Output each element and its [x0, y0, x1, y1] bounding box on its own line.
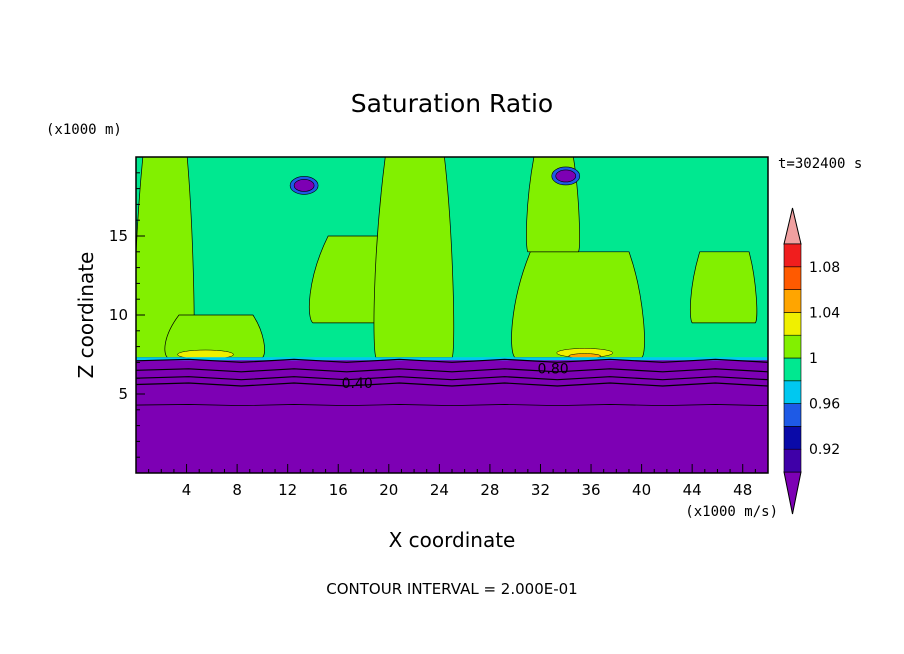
x-tick-label-44: 44 [683, 481, 702, 499]
heatmap-plot-area: 0.40 0.80 [136, 157, 768, 473]
colorbar-swatch-5 [783, 334, 802, 359]
x-tick-label-32: 32 [531, 481, 550, 499]
y-tick-label-15: 15 [109, 227, 128, 245]
colorbar-label-0: 0.92 [809, 442, 840, 458]
contour-interval-footer: CONTOUR INTERVAL = 2.000E-01 [326, 580, 577, 598]
colorbar-swatch-6 [783, 312, 802, 336]
moist-band-4 [511, 251, 645, 359]
dry-patch-0 [293, 179, 315, 192]
colorbar-label-3: 1.04 [809, 305, 840, 321]
contour-label-1: 0.80 [538, 362, 569, 378]
colorbar: 0.92 0.96 1 1.04 1.08 [783, 207, 840, 515]
contour-line-4 [136, 404, 768, 407]
x-tick-label-8: 8 [232, 481, 242, 499]
colorbar-under-arrow [783, 471, 802, 515]
y-tick-label-10: 10 [109, 306, 128, 324]
colorbar-swatch-1 [783, 426, 802, 450]
colorbar-swatch-4 [783, 357, 802, 382]
x-tick-label-28: 28 [480, 481, 499, 499]
colorbar-swatch-8 [783, 266, 802, 290]
contour-line-0 [136, 358, 768, 363]
moist-band-6 [689, 251, 758, 324]
x-axis-label: X coordinate [389, 528, 516, 552]
x-unit-label: (x1000 m/s) [685, 504, 778, 520]
colorbar-swatch-3 [783, 380, 802, 404]
x-tick-label-20: 20 [379, 481, 398, 499]
chart-title: Saturation Ratio [351, 89, 553, 118]
contour-lines [136, 358, 768, 407]
x-tick-label-12: 12 [278, 481, 297, 499]
colorbar-swatch-9 [783, 243, 802, 268]
moist-bands [136, 157, 758, 359]
x-tick-label-16: 16 [329, 481, 348, 499]
dry-layer-edge [136, 357, 768, 361]
y-tick-label-5: 5 [118, 385, 128, 403]
colorbar-over-arrow [783, 207, 802, 245]
x-tick-label-24: 24 [430, 481, 449, 499]
x-tick-label-48: 48 [733, 481, 752, 499]
y-axis-label: Z coordinate [74, 252, 98, 379]
x-tick-label-40: 40 [632, 481, 651, 499]
y-axis-ticks: 5 10 15 [109, 172, 145, 458]
colorbar-swatch-0 [783, 448, 802, 473]
colorbar-swatch-2 [783, 403, 802, 427]
contour-line-2 [136, 376, 768, 381]
colorbar-swatch-7 [783, 289, 802, 313]
colorbar-label-2: 1 [809, 351, 818, 367]
time-label: t=302400 s [778, 156, 862, 172]
dry-patches [289, 166, 581, 195]
x-tick-label-36: 36 [581, 481, 600, 499]
x-axis-ticks: 4 8 12 16 20 24 28 32 36 40 44 48 [148, 464, 756, 499]
contour-line-3 [136, 382, 768, 387]
colorbar-label-1: 0.96 [809, 397, 840, 413]
contour-labels: 0.40 0.80 [342, 362, 569, 392]
x-tick-label-4: 4 [182, 481, 192, 499]
y-unit-label: (x1000 m) [46, 122, 122, 138]
colorbar-label-4: 1.08 [809, 260, 840, 276]
dry-patch-1 [555, 169, 577, 183]
contour-label-0: 0.40 [342, 376, 373, 392]
moist-band-3 [373, 157, 455, 359]
contour-line-1 [136, 368, 768, 373]
dry-layer [136, 359, 768, 473]
